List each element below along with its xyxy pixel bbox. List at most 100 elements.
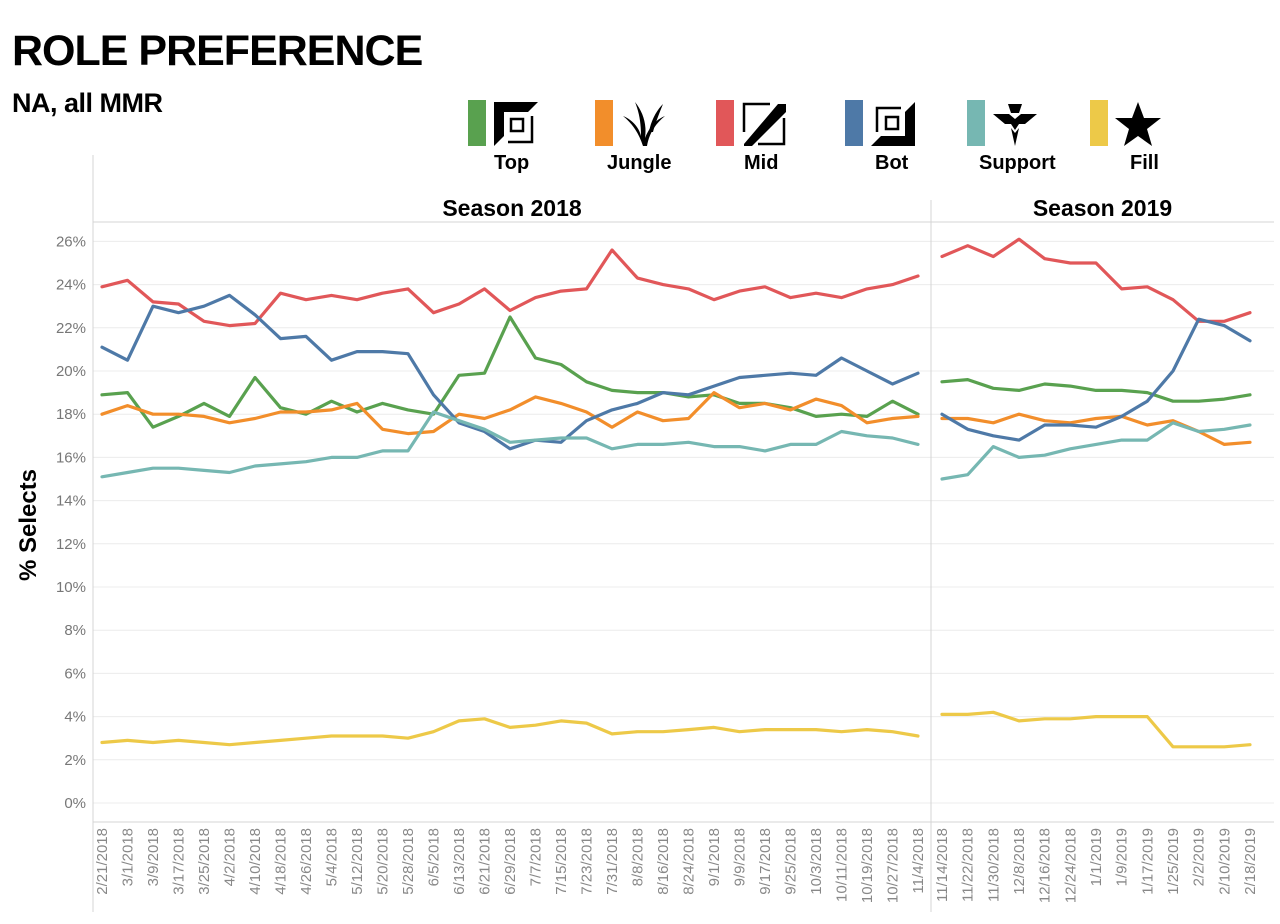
legend-item-jungle: Jungle bbox=[595, 100, 715, 180]
x-tick-label: 11/14/2018 bbox=[934, 828, 951, 902]
page-title: ROLE PREFERENCE bbox=[12, 27, 423, 75]
x-tick-label: 1/17/2019 bbox=[1139, 828, 1156, 895]
x-tick-label: 10/11/2018 bbox=[834, 828, 851, 902]
x-tick-label: 7/23/2018 bbox=[579, 828, 596, 895]
legend-swatch-support bbox=[967, 100, 985, 146]
y-tick-label: 24% bbox=[56, 277, 86, 294]
x-tick-label: 5/4/2018 bbox=[324, 828, 341, 886]
y-tick-label: 8% bbox=[64, 622, 86, 639]
y-tick-label: 10% bbox=[56, 579, 86, 596]
y-tick-label: 26% bbox=[56, 233, 86, 250]
x-tick-label: 3/9/2018 bbox=[145, 828, 162, 886]
legend-label-support: Support bbox=[979, 152, 1056, 174]
x-tick-label: 8/16/2018 bbox=[655, 828, 672, 895]
legend-swatch-mid bbox=[716, 100, 734, 146]
series-line-mid bbox=[940, 237, 1252, 323]
series-line-jungle bbox=[940, 412, 1252, 446]
legend-swatch-bot bbox=[845, 100, 863, 146]
x-tick-label: 7/15/2018 bbox=[553, 828, 570, 895]
x-tick-label: 5/20/2018 bbox=[375, 828, 392, 895]
y-tick-label: 12% bbox=[56, 536, 86, 553]
x-tick-label: 6/21/2018 bbox=[477, 828, 494, 895]
y-tick-label: 18% bbox=[56, 406, 86, 423]
bot-lane-icon bbox=[871, 102, 915, 146]
x-tick-label: 4/18/2018 bbox=[273, 828, 290, 895]
legend-label-top: Top bbox=[494, 152, 530, 174]
mid-lane-icon bbox=[742, 102, 786, 146]
x-tick-label: 11/4/2018 bbox=[910, 828, 927, 894]
y-axis-label: % Selects bbox=[15, 469, 42, 581]
x-tick-label: 9/17/2018 bbox=[757, 828, 774, 895]
x-tick-label: 3/17/2018 bbox=[171, 828, 188, 895]
season-header: Season 2019 bbox=[1033, 195, 1172, 221]
legend-label-bot: Bot bbox=[875, 152, 909, 174]
series-line-fill bbox=[940, 710, 1252, 749]
series-line-support bbox=[940, 421, 1252, 481]
y-tick-label: 16% bbox=[56, 449, 86, 466]
top-lane-icon bbox=[494, 102, 538, 146]
series-line-bot bbox=[100, 293, 920, 451]
legend-item-fill: Fill bbox=[1090, 100, 1210, 180]
x-tick-label: 11/30/2018 bbox=[985, 828, 1002, 902]
x-tick-label: 2/10/2019 bbox=[1216, 828, 1233, 895]
x-tick-label: 10/27/2018 bbox=[885, 828, 902, 903]
jungle-icon bbox=[623, 102, 665, 146]
season-header: Season 2018 bbox=[442, 195, 582, 221]
y-tick-label: 6% bbox=[64, 665, 86, 682]
x-tick-label: 4/2/2018 bbox=[222, 828, 239, 886]
x-tick-label: 2/18/2019 bbox=[1242, 828, 1259, 895]
y-tick-label: 14% bbox=[56, 493, 86, 510]
series-line-support bbox=[100, 410, 920, 479]
y-tick-label: 2% bbox=[64, 752, 86, 769]
series-line-mid bbox=[100, 248, 920, 328]
series-line-top bbox=[940, 378, 1252, 403]
x-tick-label: 8/24/2018 bbox=[681, 828, 698, 895]
x-tick-label: 12/16/2018 bbox=[1037, 828, 1054, 903]
x-tick-label: 11/22/2018 bbox=[960, 828, 977, 902]
legend-label-jungle: Jungle bbox=[607, 152, 672, 174]
y-tick-label: 0% bbox=[64, 795, 86, 812]
x-tick-label: 6/29/2018 bbox=[502, 828, 519, 895]
legend-item-top: Top bbox=[468, 100, 588, 180]
legend-item-bot: Bot bbox=[845, 100, 965, 180]
x-tick-label: 5/12/2018 bbox=[349, 828, 366, 895]
x-tick-label: 4/26/2018 bbox=[298, 828, 315, 895]
series-line-fill bbox=[100, 717, 920, 747]
y-tick-label: 20% bbox=[56, 363, 86, 380]
x-tick-label: 2/2/2019 bbox=[1191, 828, 1208, 886]
legend-swatch-fill bbox=[1090, 100, 1108, 146]
x-tick-label: 7/31/2018 bbox=[604, 828, 621, 895]
x-tick-label: 4/10/2018 bbox=[247, 828, 264, 895]
x-tick-label: 3/1/2018 bbox=[120, 828, 137, 886]
support-icon bbox=[993, 104, 1037, 146]
x-tick-label: 3/25/2018 bbox=[196, 828, 213, 895]
x-tick-label: 1/1/2019 bbox=[1088, 828, 1105, 886]
series-line-jungle bbox=[100, 391, 920, 436]
x-tick-label: 7/7/2018 bbox=[528, 828, 545, 886]
x-tick-label: 9/1/2018 bbox=[706, 828, 723, 886]
legend-swatch-jungle bbox=[595, 100, 613, 146]
x-tick-label: 9/25/2018 bbox=[783, 828, 800, 895]
x-tick-label: 2/21/2018 bbox=[94, 828, 111, 895]
legend-item-mid: Mid bbox=[716, 100, 836, 180]
x-tick-label: 6/5/2018 bbox=[426, 828, 443, 886]
x-tick-label: 1/25/2019 bbox=[1165, 828, 1182, 895]
x-tick-label: 12/8/2018 bbox=[1011, 828, 1028, 895]
x-tick-label: 12/24/2018 bbox=[1062, 828, 1079, 903]
star-icon bbox=[1115, 102, 1161, 146]
x-tick-label: 8/8/2018 bbox=[630, 828, 647, 886]
x-tick-label: 9/9/2018 bbox=[732, 828, 749, 886]
y-tick-label: 22% bbox=[56, 320, 86, 337]
x-tick-label: 1/9/2019 bbox=[1114, 828, 1131, 886]
legend-label-mid: Mid bbox=[744, 152, 779, 174]
x-tick-label: 6/13/2018 bbox=[451, 828, 468, 895]
page-subtitle: NA, all MMR bbox=[12, 88, 163, 118]
legend-swatch-top bbox=[468, 100, 486, 146]
series-line-bot bbox=[940, 317, 1252, 442]
x-tick-label: 10/3/2018 bbox=[808, 828, 825, 895]
x-tick-label: 10/19/2018 bbox=[859, 828, 876, 903]
y-tick-label: 4% bbox=[64, 709, 86, 726]
legend-item-support: Support bbox=[967, 100, 1087, 180]
x-tick-label: 5/28/2018 bbox=[400, 828, 417, 895]
